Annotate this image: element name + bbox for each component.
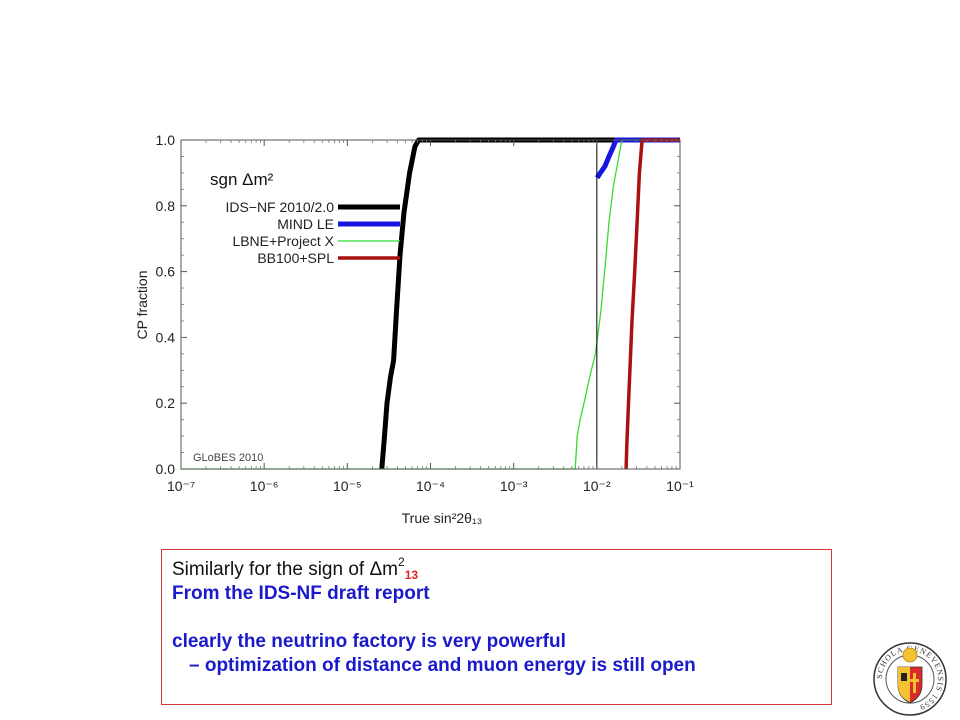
x-tick-label: 10⁻¹ xyxy=(666,478,694,494)
legend-title: sgn Δm² xyxy=(210,170,274,189)
y-tick-label: 1.0 xyxy=(156,132,176,148)
note-heading-superscript: 2 xyxy=(398,555,405,569)
y-tick-label: 0.6 xyxy=(156,264,176,280)
note-heading: Similarly for the sign of Δm213 xyxy=(172,555,831,582)
legend-label: BB100+SPL xyxy=(257,250,334,266)
x-tick-label: 10⁻⁵ xyxy=(333,478,362,494)
legend-label: IDS−NF 2010/2.0 xyxy=(225,199,334,215)
y-tick-label: 0.4 xyxy=(156,329,176,345)
cp-fraction-chart: 10⁻⁷ 10⁻⁶ 10⁻⁵ 10⁻⁴ 10⁻³ 10⁻² 10⁻¹ 0.0 0.2 0.4 0.6… xyxy=(134,132,695,526)
legend-label: MIND LE xyxy=(277,216,334,232)
note-conclusion-line: clearly the neutrino factory is very pow… xyxy=(172,631,566,652)
note-open-question-line: – optimization of distance and muon ener… xyxy=(189,655,696,676)
globes-watermark: GLoBES 2010 xyxy=(193,452,263,464)
series-line-3 xyxy=(181,139,680,470)
plot-frame xyxy=(180,139,681,470)
x-tick-label: 10⁻⁴ xyxy=(416,478,445,494)
y-tick-label: 0.0 xyxy=(156,461,176,477)
note-source-line: From the IDS-NF draft report xyxy=(172,583,430,604)
note-heading-m: m xyxy=(382,559,398,580)
y-tick-label: 0.2 xyxy=(156,395,176,411)
note-spacer xyxy=(172,606,831,630)
x-tick-label: 10⁻⁶ xyxy=(250,478,279,494)
note-heading-subscript: 13 xyxy=(404,568,419,582)
delta-symbol: Δ xyxy=(369,559,383,580)
ticks-layer xyxy=(180,139,681,470)
x-axis-label: True sin²2θ₁₃ xyxy=(402,510,483,526)
y-tick-label: 0.8 xyxy=(156,198,176,214)
x-tick-label: 10⁻³ xyxy=(500,478,528,494)
note-heading-text: Similarly for the sign of xyxy=(172,559,370,580)
y-axis-label: CP fraction xyxy=(134,271,150,340)
x-tick-label: 10⁻⁷ xyxy=(167,478,195,494)
curves-layer xyxy=(181,137,680,470)
series-line-1 xyxy=(379,137,680,470)
tick-labels-layer: 10⁻⁷ 10⁻⁶ 10⁻⁵ 10⁻⁴ 10⁻³ 10⁻² 10⁻¹ 0.0 0.2 0.4 0.6… xyxy=(156,132,695,494)
summary-note-box: Similarly for the sign of Δm213 From the… xyxy=(161,549,832,705)
university-seal-logo: SCHOLA GENEVENSIS 1559 xyxy=(873,642,947,716)
legend-label: LBNE+Project X xyxy=(232,233,334,249)
series-line-4 xyxy=(624,138,680,470)
x-tick-label: 10⁻² xyxy=(583,478,611,494)
